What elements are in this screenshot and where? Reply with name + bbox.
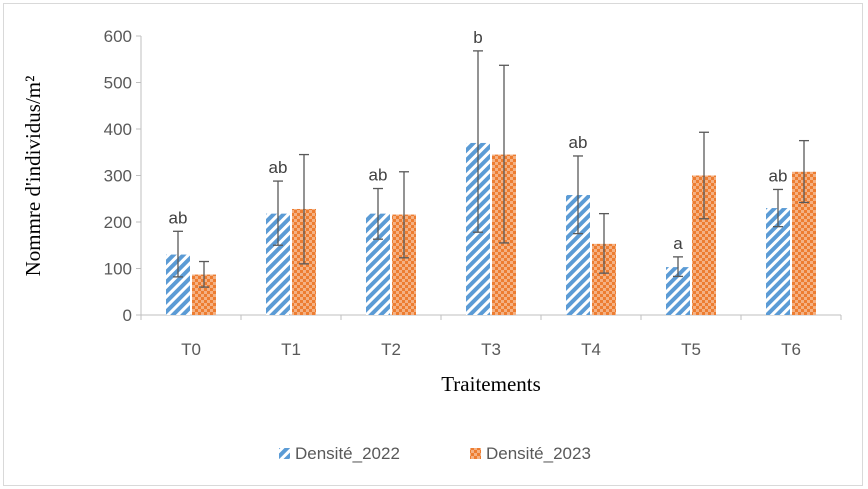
significance-letter: ab xyxy=(769,166,788,185)
y-axis-title: Nommre d'individus/m² xyxy=(21,76,45,277)
error-bars xyxy=(173,50,809,288)
significance-letters: ab ab ab b ab a ab xyxy=(169,28,788,253)
chart-frame xyxy=(3,3,863,486)
legend-swatch-2023 xyxy=(470,448,481,459)
x-axis: T0 T1 T2 T3 T4 T5 T6 xyxy=(140,314,842,359)
significance-letter: ab xyxy=(369,166,388,185)
y-tick-label: 100 xyxy=(104,260,132,279)
legend: Densité_2022 Densité_2023 xyxy=(279,444,591,463)
significance-letter: b xyxy=(473,28,482,47)
legend-label-2022: Densité_2022 xyxy=(295,444,400,463)
x-tick-label: T4 xyxy=(581,340,601,359)
significance-letter: ab xyxy=(269,158,288,177)
y-tick-label: 400 xyxy=(104,120,132,139)
y-tick-label: 600 xyxy=(104,27,132,46)
bars xyxy=(166,142,816,315)
legend-swatch-2022 xyxy=(279,448,290,459)
x-axis-title: Traitements xyxy=(441,372,541,396)
legend-label-2023: Densité_2023 xyxy=(486,444,591,463)
significance-letter: ab xyxy=(569,133,588,152)
y-tick-label: 200 xyxy=(104,213,132,232)
x-tick-label: T3 xyxy=(481,340,501,359)
x-tick-label: T2 xyxy=(381,340,401,359)
significance-letter: a xyxy=(673,234,683,253)
y-tick-label: 300 xyxy=(104,167,132,186)
x-tick-label: T1 xyxy=(281,340,301,359)
y-tick-label: 0 xyxy=(123,306,132,325)
x-tick-label: T5 xyxy=(681,340,701,359)
y-axis: 0 100 200 300 400 500 600 xyxy=(104,27,142,325)
x-tick-label: T0 xyxy=(181,340,201,359)
significance-letter: ab xyxy=(169,208,188,227)
x-tick-label: T6 xyxy=(781,340,801,359)
y-tick-label: 500 xyxy=(104,74,132,93)
